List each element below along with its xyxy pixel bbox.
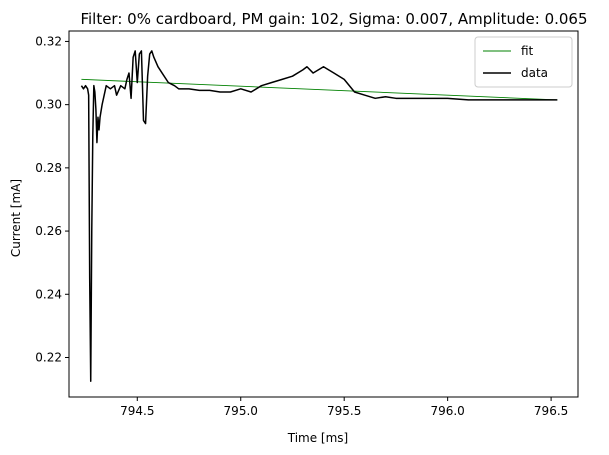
y-tick-label: 0.30 xyxy=(35,98,62,112)
y-tick-label: 0.28 xyxy=(35,161,62,175)
y-tick-label: 0.26 xyxy=(35,224,62,238)
x-tick-label: 795.5 xyxy=(327,404,361,418)
x-tick-label: 796.0 xyxy=(430,404,464,418)
axes-frame xyxy=(68,30,579,398)
series-line-fit xyxy=(81,78,558,101)
x-tick-label: 795.0 xyxy=(224,404,258,418)
legend-label-fit: fit xyxy=(521,44,534,58)
plot-area: 794.5 795.0 795.5 796.0 796.5 0.22 0.24 0.26 0.2… xyxy=(35,30,579,418)
chart-title: Filter: 0% cardboard, PM gain: 102, Sigm… xyxy=(80,10,587,28)
y-tick-label: 0.32 xyxy=(35,34,62,48)
legend-box xyxy=(474,36,573,88)
x-tick-label: 794.5 xyxy=(120,404,154,418)
y-axis-label: Current [mA] xyxy=(9,179,23,257)
legend-label-data: data xyxy=(521,66,548,80)
y-tick-label: 0.22 xyxy=(35,350,62,364)
series-line-data xyxy=(80,50,558,382)
x-axis-label: Time [ms] xyxy=(287,431,349,445)
x-tick-label: 796.5 xyxy=(534,404,568,418)
y-tick-label: 0.24 xyxy=(35,287,62,301)
